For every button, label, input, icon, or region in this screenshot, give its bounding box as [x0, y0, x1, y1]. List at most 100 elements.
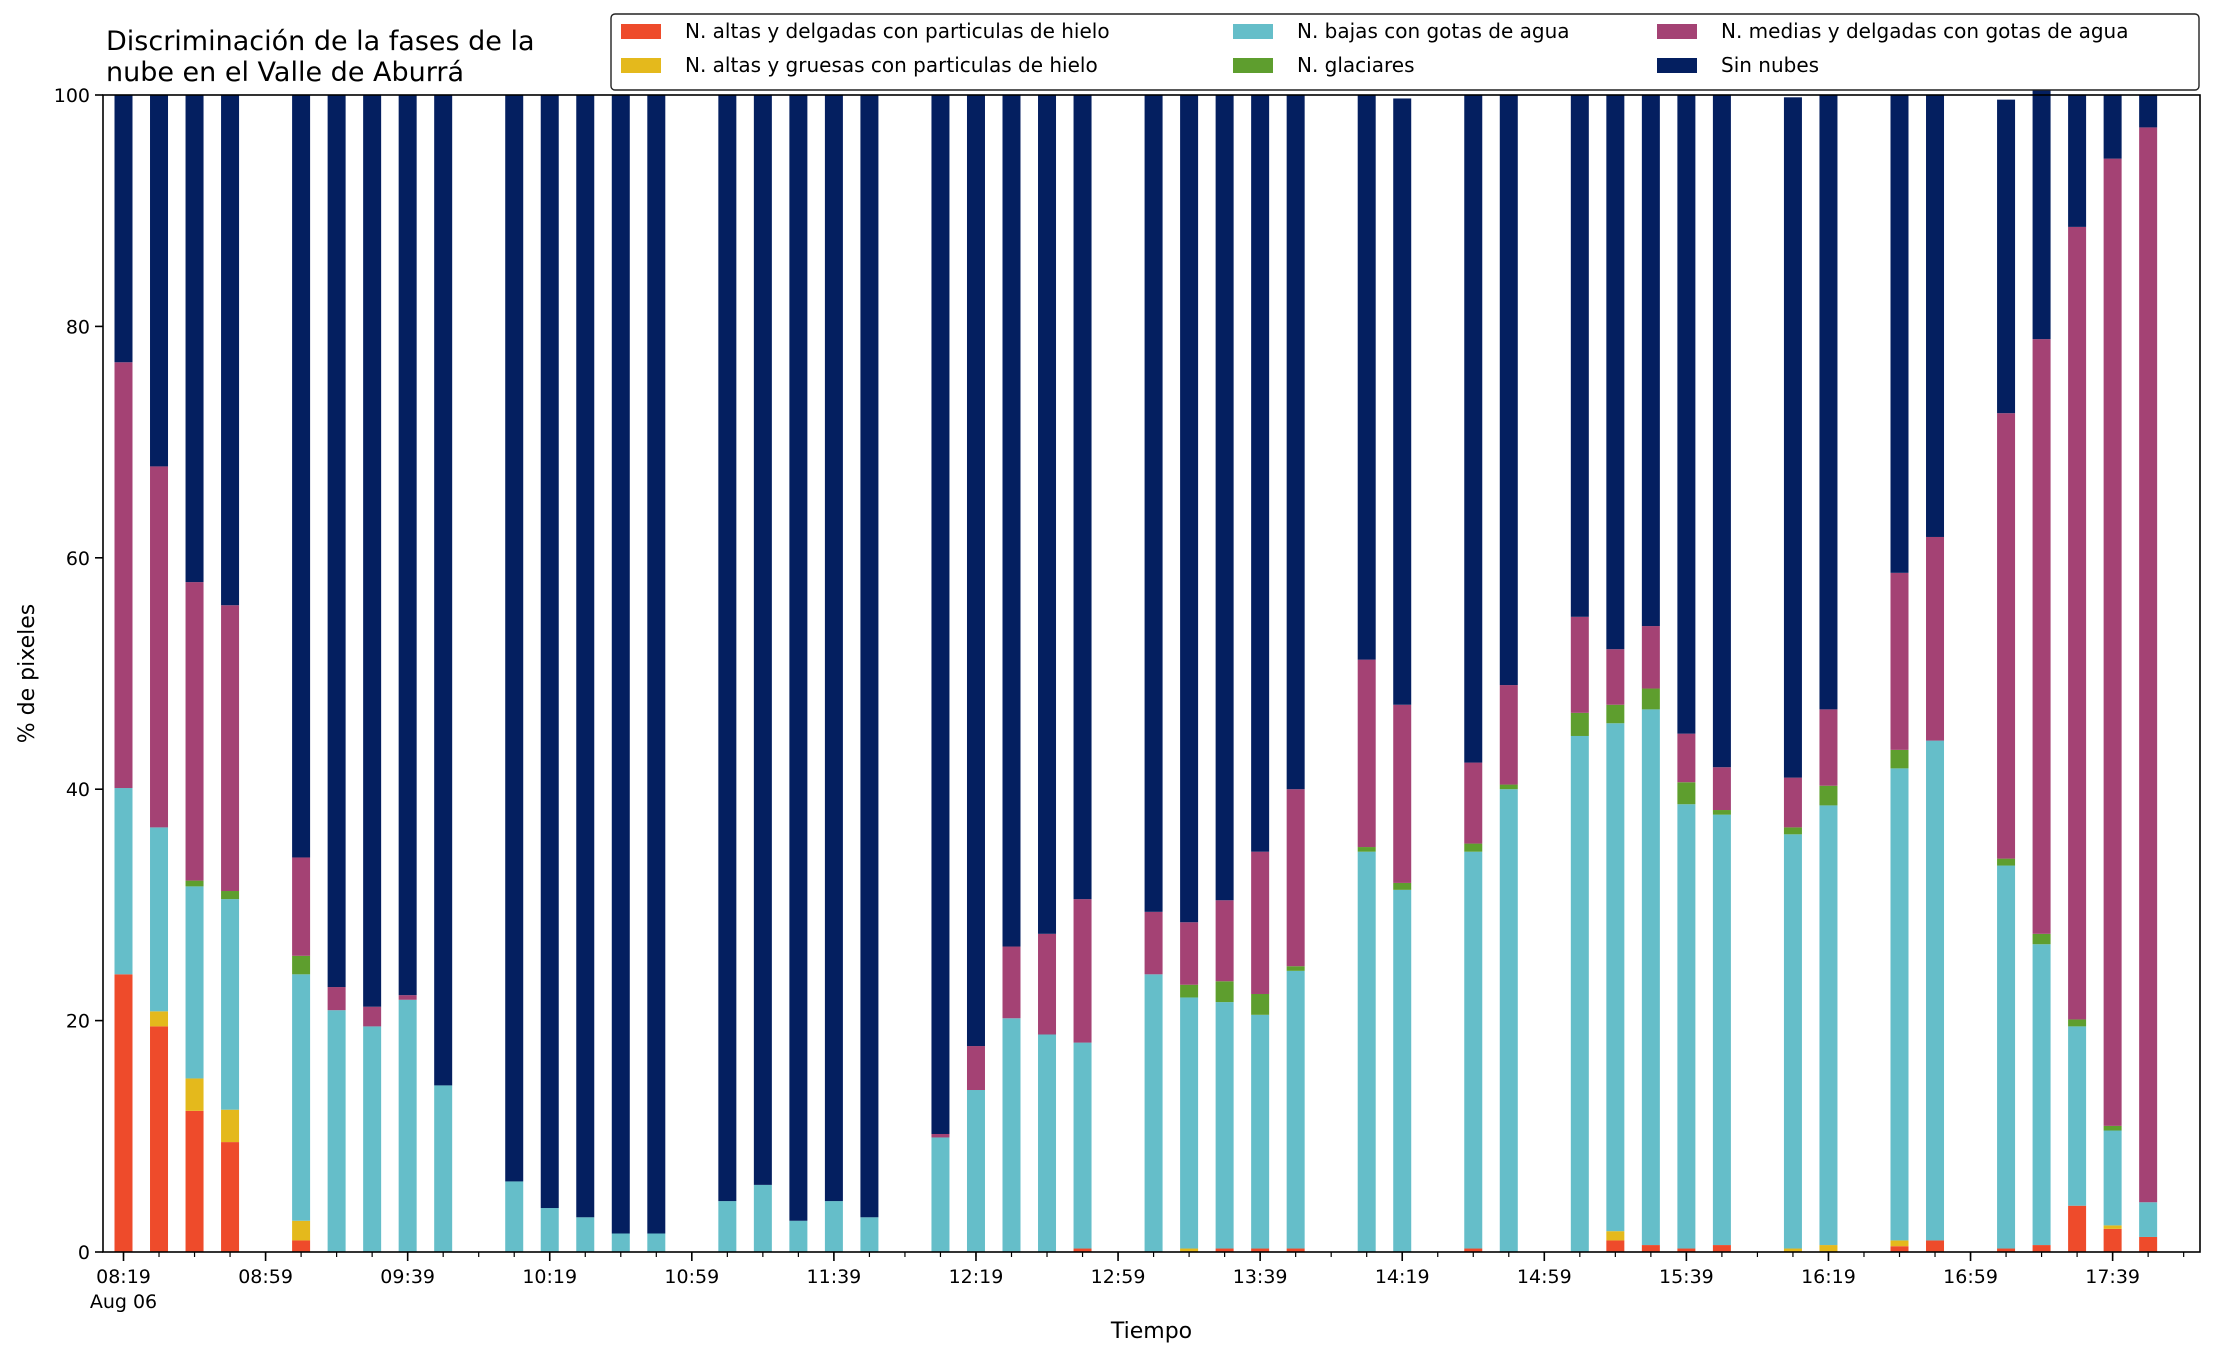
- bar-segment: [1038, 95, 1057, 934]
- bar-segment: [1286, 966, 1305, 971]
- bar-segment: [1499, 789, 1518, 1252]
- bar-segment: [221, 899, 240, 1110]
- bar-segment: [1819, 709, 1838, 786]
- bar-segment: [1606, 704, 1625, 724]
- bar-segment: [2068, 1205, 2087, 1252]
- bar-segment: [1677, 804, 1696, 1249]
- bar-segment: [1464, 1248, 1483, 1252]
- bars-layer: [114, 88, 2158, 1252]
- y-tick-label: 40: [66, 779, 90, 801]
- bar-segment: [150, 1011, 169, 1027]
- x-tick-label: 10:59: [664, 1266, 719, 1288]
- bar-segment: [221, 605, 240, 892]
- bar-segment: [292, 1240, 311, 1252]
- bar-segment: [1464, 95, 1483, 763]
- bar-segment: [185, 880, 204, 887]
- bar-segment: [292, 955, 311, 975]
- bar-segment: [1997, 858, 2016, 866]
- bar-segment: [327, 95, 346, 988]
- legend-label: N. glaciares: [1297, 53, 1415, 77]
- bar-segment: [1180, 1248, 1199, 1252]
- x-tick-label: 11:39: [807, 1266, 862, 1288]
- x-tick-label: 16:59: [1943, 1266, 1998, 1288]
- bar-segment: [1251, 1248, 1270, 1252]
- bar-segment: [114, 362, 133, 789]
- bar-segment: [1251, 95, 1270, 852]
- bar-segment: [718, 95, 737, 1202]
- bar-segment: [1251, 851, 1270, 994]
- bar-segment: [1783, 834, 1802, 1249]
- bar-segment: [1677, 1248, 1696, 1252]
- bar-segment: [576, 1217, 595, 1252]
- bar-segment: [824, 95, 843, 1202]
- bar-segment: [1783, 827, 1802, 835]
- y-axis: 0 20 40 60 80 100: [54, 85, 103, 1264]
- bar-segment: [1926, 740, 1945, 1241]
- bar-segment: [1606, 1231, 1625, 1241]
- y-tick-label: 0: [78, 1242, 90, 1264]
- bar-segment: [292, 974, 311, 1221]
- bar-segment: [540, 95, 559, 1209]
- bar-segment: [1712, 95, 1731, 768]
- bar-segment: [221, 891, 240, 900]
- bar-segment: [2139, 1202, 2158, 1237]
- bar-segment: [1073, 899, 1092, 1043]
- x-tick-label: 13:39: [1233, 1266, 1288, 1288]
- bar-segment: [1286, 1248, 1305, 1252]
- bar-segment: [860, 95, 879, 1218]
- bar-segment: [1464, 762, 1483, 844]
- bar-segment: [1393, 882, 1412, 890]
- x-tick-sublabel: Aug 06: [90, 1291, 157, 1313]
- bar-segment: [1570, 712, 1589, 736]
- bar-segment: [1926, 1240, 1945, 1252]
- bar-segment: [1606, 1240, 1625, 1252]
- bar-segment: [1819, 785, 1838, 806]
- bar-segment: [1890, 1240, 1909, 1247]
- bar-segment: [1783, 777, 1802, 828]
- bar-segment: [2103, 158, 2122, 1126]
- bar-segment: [1890, 768, 1909, 1241]
- bar-segment: [1890, 749, 1909, 769]
- chart-title: Discriminación de la fases de la nube en …: [106, 26, 535, 88]
- bar-segment: [1997, 1248, 2016, 1252]
- bar-segment: [1570, 95, 1589, 617]
- bar-segment: [185, 582, 204, 881]
- bar-segment: [1251, 1014, 1270, 1249]
- x-tick-label: 08:59: [238, 1266, 293, 1288]
- y-tick-label: 80: [66, 316, 90, 338]
- bar-segment: [1890, 572, 1909, 750]
- bar-segment: [1499, 95, 1518, 686]
- bar-segment: [1499, 685, 1518, 785]
- bar-segment: [1677, 95, 1696, 734]
- legend-label: N. altas y gruesas con particulas de hie…: [685, 53, 1098, 77]
- bar-segment: [1286, 95, 1305, 790]
- x-tick-label: 09:39: [380, 1266, 435, 1288]
- bar-segment: [2032, 339, 2051, 934]
- bar-segment: [327, 1010, 346, 1252]
- legend-swatch: [621, 58, 661, 73]
- bar-segment: [1357, 659, 1376, 848]
- bar-segment: [1997, 413, 2016, 859]
- chart-title-line: nube en el Valle de Aburrá: [106, 57, 464, 88]
- bar-segment: [1464, 851, 1483, 1249]
- bar-segment: [647, 1233, 666, 1252]
- bar-segment: [931, 95, 950, 1134]
- bar-segment: [1215, 95, 1234, 901]
- x-tick-label: 12:59: [1091, 1266, 1146, 1288]
- bar-segment: [327, 987, 346, 1011]
- bar-segment: [150, 827, 169, 1012]
- bar-segment: [363, 95, 382, 1007]
- bar-segment: [1641, 626, 1660, 689]
- legend-swatch: [1657, 24, 1697, 39]
- bar-segment: [1783, 97, 1802, 778]
- bar-segment: [2103, 1125, 2122, 1131]
- x-tick-label: 14:59: [1517, 1266, 1572, 1288]
- bar-segment: [185, 95, 204, 583]
- bar-segment: [1677, 782, 1696, 805]
- bar-segment: [1038, 933, 1057, 1035]
- bar-segment: [114, 974, 133, 1252]
- bar-segment: [2103, 1228, 2122, 1252]
- bar-segment: [2032, 1245, 2051, 1252]
- x-tick-label: 08:19: [96, 1266, 151, 1288]
